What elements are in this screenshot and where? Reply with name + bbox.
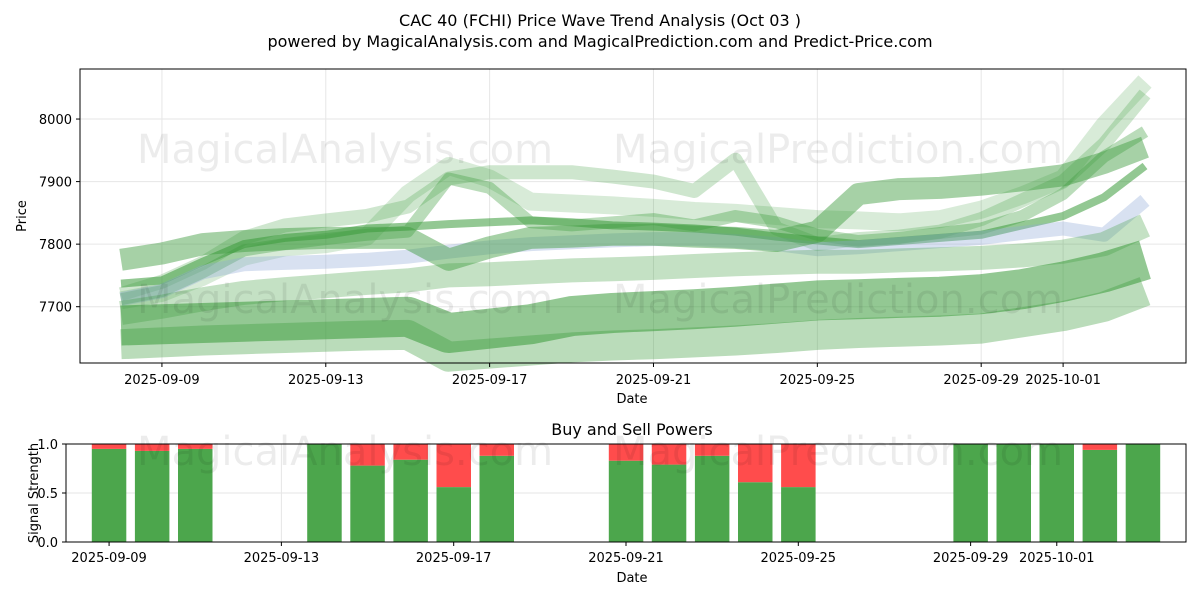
signal-xtick-label: 2025-09-29 [933, 551, 1009, 566]
price-wave-bands [118, 75, 1152, 372]
price-band-9 [120, 277, 1151, 372]
price-band-1 [120, 162, 1148, 288]
signal-xlabel: Date [616, 571, 647, 586]
signal-ytick-label: 0.5 [37, 487, 58, 502]
price-band-5 [119, 195, 1150, 307]
price-band-3 [118, 89, 1151, 301]
buy-power-bar [738, 482, 773, 542]
sell-power-bar [134, 444, 170, 451]
price-xtick-label: 2025-10-01 [1025, 373, 1101, 388]
buy-power-bar [1082, 449, 1118, 542]
sell-power-bar [479, 444, 514, 456]
buy-power-bar [134, 450, 170, 542]
watermark-analysis-mid: MagicalAnalysis.com [137, 277, 553, 323]
price-xtick-label: 2025-09-13 [288, 373, 364, 388]
price-grid [80, 69, 1186, 363]
price-plot-frame [79, 68, 1187, 364]
buy-power-bar [651, 464, 687, 542]
buy-power-bar [996, 444, 1031, 542]
signal-xtick-label: 2025-09-25 [761, 551, 837, 566]
price-xtick-label: 2025-09-21 [616, 373, 692, 388]
chart-title: CAC 40 (FCHI) Price Wave Trend Analysis … [399, 11, 801, 30]
price-band-8 [120, 240, 1151, 353]
price-band-6 [119, 136, 1149, 271]
sell-power-bar [781, 444, 816, 488]
sell-power-bar [436, 444, 471, 488]
watermark-prediction-top: MagicalPrediction.com [613, 127, 1063, 173]
sell-power-bar [91, 444, 127, 449]
buy-power-bar [307, 444, 342, 542]
signal-xtick-label: 2025-09-13 [244, 551, 320, 566]
sell-power-bar [393, 444, 428, 460]
price-ytick-label: 7700 [39, 301, 72, 316]
sell-power-bar [651, 444, 687, 465]
signal-axes: 2025-09-09 2025-09-13 2025-09-17 2025-09-21… [37, 438, 1094, 566]
watermark-prediction-bottom: MagicalPrediction.com [613, 429, 1063, 475]
price-ytick-label: 7800 [39, 238, 72, 253]
signal-xtick-label: 2025-09-17 [416, 551, 492, 566]
price-xtick-label: 2025-09-29 [943, 373, 1019, 388]
buy-power-bar [608, 460, 644, 542]
price-xlabel: Date [616, 392, 647, 407]
price-ytick-label: 7900 [39, 176, 72, 191]
price-ylabel: Price [15, 200, 30, 232]
signal-xtick-label: 2025-10-01 [1019, 551, 1095, 566]
price-band-4 [119, 75, 1152, 310]
buy-power-bar [1125, 444, 1161, 542]
buy-power-bar [350, 465, 385, 542]
sell-power-bar [1082, 444, 1118, 450]
price-xtick-label: 2025-09-17 [452, 373, 528, 388]
signal-ylabel: Signal Strength [27, 443, 42, 543]
watermark-analysis-bottom: MagicalAnalysis.com [137, 429, 553, 475]
buy-power-bar [953, 444, 988, 542]
signal-xtick-label: 2025-09-09 [71, 551, 147, 566]
buy-power-bar [91, 448, 127, 542]
signal-ytick-label: 1.0 [37, 438, 58, 453]
signal-xtick-label: 2025-09-21 [588, 551, 664, 566]
buy-power-bar [781, 487, 816, 542]
price-xtick-label: 2025-09-25 [780, 373, 856, 388]
sell-power-bar [738, 444, 773, 483]
watermark-prediction-mid: MagicalPrediction.com [613, 277, 1063, 323]
buy-power-bar [479, 455, 514, 542]
signal-panel: Buy and Sell Powers MagicalAnalysis.com … [27, 420, 1187, 586]
watermark-analysis-top: MagicalAnalysis.com [137, 127, 553, 173]
price-axes: 2025-09-09 2025-09-13 2025-09-17 2025-09-21… [39, 113, 1101, 388]
sell-power-bar [178, 444, 213, 449]
sell-power-bar [350, 444, 385, 466]
price-xtick-label: 2025-09-09 [124, 373, 200, 388]
price-panel: MagicalAnalysis.com MagicalPrediction.co… [15, 68, 1187, 407]
chart-subtitle: powered by MagicalAnalysis.com and Magic… [267, 32, 932, 51]
sell-power-bar [608, 444, 644, 461]
signal-ytick-label: 0.0 [37, 536, 58, 551]
buy-power-bar [1039, 444, 1074, 542]
buy-power-bar [178, 448, 213, 542]
signal-bars [91, 444, 1161, 542]
buy-power-bar [393, 459, 428, 542]
buy-power-bar [436, 487, 471, 542]
buy-power-bar [694, 455, 730, 542]
price-band-7 [119, 214, 1150, 325]
price-ytick-label: 8000 [39, 113, 72, 128]
sell-power-bar [694, 444, 730, 456]
signal-title: Buy and Sell Powers [551, 420, 713, 439]
price-band-2 [119, 126, 1149, 306]
